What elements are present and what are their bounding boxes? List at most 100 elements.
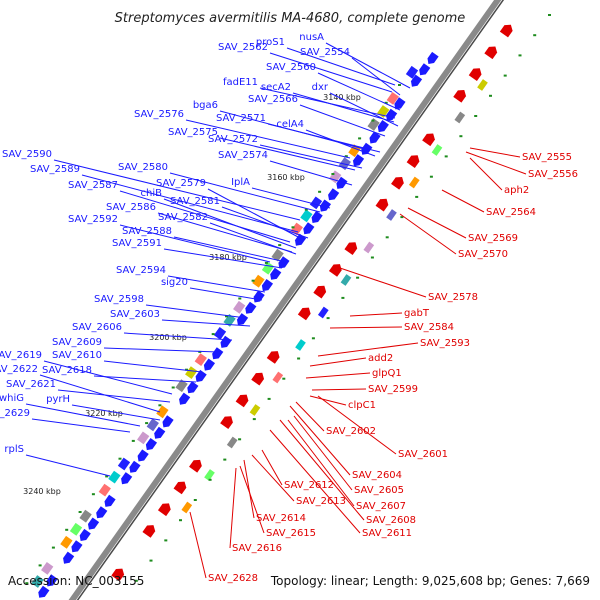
forward-gene-arrow [162, 415, 174, 428]
green-tick [429, 175, 433, 178]
green-tick [459, 135, 463, 138]
gene-label[interactable]: SAV_2594 [116, 265, 166, 276]
gene-label[interactable]: SAV_2616 [232, 543, 282, 554]
gene-label[interactable]: secA2 [261, 82, 291, 93]
gene-label[interactable]: SAV_2589 [30, 164, 80, 175]
gene-label[interactable]: SAV_2613 [296, 496, 346, 507]
gene-label[interactable]: SAV_2570 [458, 249, 508, 260]
gene-label[interactable]: bga6 [193, 100, 218, 111]
green-tick [358, 137, 362, 140]
gene-label[interactable]: SAV_2629 [0, 408, 30, 419]
gene-label[interactable]: SAV_2579 [156, 178, 206, 189]
gene-label[interactable]: SAV_2555 [522, 152, 572, 163]
gene-label[interactable]: SAV_2628 [208, 573, 258, 584]
gene-label[interactable]: SAV_2572 [208, 134, 258, 145]
gene-label[interactable]: whiG [0, 393, 24, 404]
green-tick [474, 115, 478, 117]
gene-label[interactable]: SAV_2603 [110, 309, 160, 320]
gene-label[interactable]: rplS [4, 444, 24, 455]
gene-label[interactable]: SAV_2592 [68, 214, 118, 225]
gene-label[interactable]: SAV_2610 [52, 350, 102, 361]
gene-label[interactable]: SAV_2593 [420, 338, 470, 349]
gene-label[interactable]: SAV_2564 [486, 207, 536, 218]
gene-label[interactable]: proS1 [256, 37, 285, 48]
gene-label[interactable]: SAV_2556 [528, 169, 578, 180]
gene-label[interactable]: IplA [231, 177, 250, 188]
forward-gene-arrow [336, 176, 348, 189]
gene-label[interactable]: sig20 [161, 277, 188, 288]
green-tick [278, 244, 282, 247]
leader-line [339, 267, 427, 298]
feature-block [233, 300, 246, 314]
leader-line [407, 207, 467, 239]
green-tick [311, 337, 315, 340]
gene-label[interactable]: SAV_2587 [68, 180, 118, 191]
green-tick [118, 457, 122, 460]
gene-label[interactable]: clpC1 [348, 400, 376, 411]
gene-label[interactable]: SAV_2612 [284, 480, 334, 491]
gene-label[interactable]: SAV_2591 [112, 238, 162, 249]
gene-label[interactable]: SAV_2571 [216, 113, 266, 124]
gene-label[interactable]: SAV_2619 [0, 350, 42, 361]
green-tick [344, 155, 348, 158]
gene-label[interactable]: SAV_2581 [170, 196, 220, 207]
green-tick [341, 296, 345, 299]
gene-label[interactable]: SAV_2560 [266, 62, 316, 73]
feature-block [185, 366, 198, 379]
gene-label[interactable]: SAV_2598 [94, 294, 144, 305]
gene-label[interactable]: SAV_2618 [42, 365, 92, 376]
forward-gene-arrow [270, 267, 282, 280]
leader-line [269, 52, 393, 93]
leader-line [292, 92, 395, 123]
gene-label[interactable]: glpQ1 [372, 368, 402, 379]
gene-label[interactable]: SAV_2599 [368, 384, 418, 395]
gene-label[interactable]: nusA [299, 32, 324, 43]
gene-label[interactable]: SAV_2575 [168, 127, 218, 138]
gene-label[interactable]: celA4 [276, 119, 304, 130]
gene-label[interactable]: SAV_2601 [398, 449, 448, 460]
gene-label[interactable]: SAV_2584 [404, 322, 454, 333]
leader-line [299, 104, 386, 137]
leader-line [81, 174, 299, 233]
gene-label[interactable]: SAV_2622 [0, 364, 38, 375]
gene-label[interactable]: dxr [312, 82, 329, 93]
green-tick [131, 439, 135, 442]
gene-label[interactable]: SAV_2611 [362, 528, 412, 539]
forward-gene-arrow [245, 301, 257, 314]
gene-label[interactable]: SAV_2566 [248, 94, 298, 105]
gene-label[interactable]: SAV_2582 [158, 212, 208, 223]
gene-label[interactable]: SAV_2607 [356, 501, 406, 512]
gene-label[interactable]: gabT [404, 308, 430, 319]
gene-label[interactable]: add2 [368, 353, 393, 364]
gene-label[interactable]: SAV_2580 [118, 162, 168, 173]
gene-label[interactable]: SAV_2621 [6, 379, 56, 390]
forward-gene-arrow [87, 517, 100, 530]
gene-label[interactable]: SAV_2574 [218, 150, 268, 161]
gene-label[interactable]: pyrH [46, 394, 70, 405]
gene-label[interactable]: SAV_2588 [122, 226, 172, 237]
forward-gene-arrow [253, 290, 265, 303]
gene-label[interactable]: SAV_2606 [72, 322, 122, 333]
gene-label[interactable]: SAV_2602 [326, 426, 376, 437]
gene-label[interactable]: SAV_2609 [52, 337, 102, 348]
feature-block [156, 405, 169, 419]
green-tick [223, 458, 227, 461]
gene-label[interactable]: SAV_2576 [134, 109, 184, 120]
gene-label[interactable]: fadE11 [223, 77, 258, 88]
gene-label[interactable]: SAV_2605 [354, 485, 404, 496]
gene-label[interactable]: SAV_2569 [468, 233, 518, 244]
gene-label[interactable]: SAV_2614 [256, 513, 306, 524]
green-tick [145, 422, 149, 425]
gene-label[interactable]: SAV_2590 [2, 149, 52, 160]
gene-label[interactable]: SAV_2615 [266, 528, 316, 539]
gene-label[interactable]: SAV_2578 [428, 292, 478, 303]
gene-label[interactable]: SAV_2562 [218, 42, 268, 53]
green-tick [400, 216, 404, 219]
gene-label[interactable]: SAV_2586 [106, 202, 156, 213]
gene-label[interactable]: chiB [141, 188, 163, 199]
gene-label[interactable]: SAV_2554 [300, 47, 350, 58]
gene-label[interactable]: SAV_2608 [366, 515, 416, 526]
gene-label[interactable]: SAV_2604 [352, 470, 402, 481]
gene-label[interactable]: aph2 [504, 185, 529, 196]
